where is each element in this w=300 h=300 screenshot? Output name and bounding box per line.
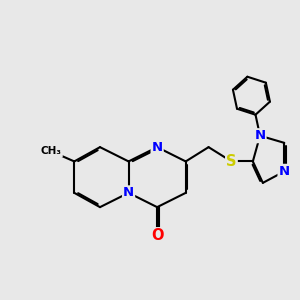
Text: O: O	[151, 228, 164, 243]
Text: N: N	[123, 186, 134, 200]
Text: N: N	[254, 129, 266, 142]
Text: N: N	[152, 141, 163, 154]
Text: N: N	[279, 165, 290, 178]
Text: CH₃: CH₃	[41, 146, 62, 156]
Text: S: S	[226, 154, 237, 169]
Text: N: N	[279, 165, 290, 178]
